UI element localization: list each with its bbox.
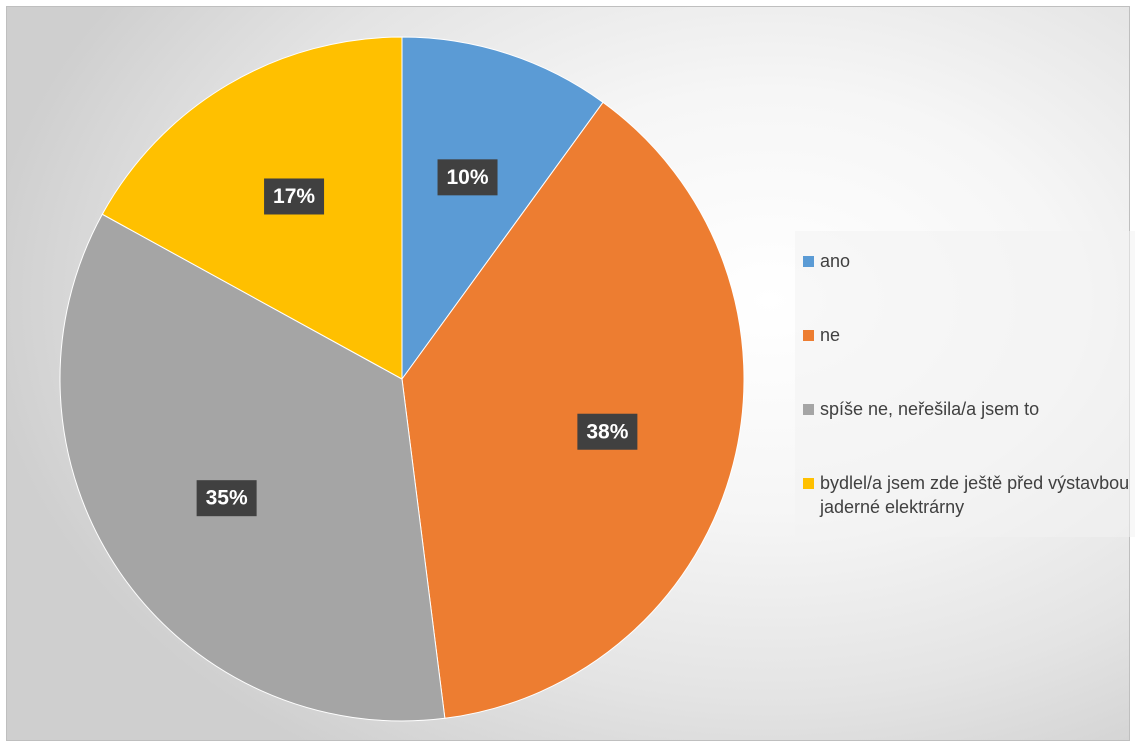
data-label-text: 35%: [206, 487, 248, 510]
data-label-bg: [196, 480, 257, 517]
legend-label-ano: ano: [820, 251, 851, 271]
pie-slice-ne: [401, 101, 745, 719]
data-label-bg: [264, 178, 325, 215]
legend-label-spise-ne: spíše ne, neřešila/a jsem to: [820, 399, 1040, 419]
legend-swatch-bydlel: [803, 478, 814, 489]
data-label-text: 10%: [447, 166, 489, 189]
data-label-spise-ne: 35%: [196, 480, 257, 517]
legend-swatch-ne: [803, 330, 814, 341]
data-label-bg: [577, 413, 638, 450]
legend-swatch-ano: [803, 256, 814, 267]
data-label-ne: 38%: [577, 413, 638, 450]
legend-item-bydlel: bydlel/a jsem zde ještě před výstavbou j…: [803, 471, 1133, 519]
legend-item-ne: ne: [803, 323, 840, 347]
data-label-ano: 10%: [437, 159, 498, 196]
legend: ano ne spíše ne, neřešila/a jsem to bydl…: [795, 231, 1135, 537]
pie-slice-spise-ne: [59, 213, 446, 722]
pie-slice-bydlel: [101, 36, 403, 380]
data-label-text: 38%: [586, 420, 628, 443]
legend-label-bydlel: bydlel/a jsem zde ještě před výstavbou j…: [820, 473, 1130, 517]
legend-label-ne: ne: [820, 325, 841, 345]
chart-area: 10% 38% 35% 17% ano ne spíše ne, neřešila/a…: [6, 6, 1135, 741]
data-label-bydlel: 17%: [264, 178, 325, 215]
pie-slice-ano: [401, 36, 604, 381]
data-label-text: 17%: [273, 185, 315, 208]
data-label-bg: [437, 159, 498, 196]
pie-chart: 10% 38% 35% 17%: [59, 36, 745, 722]
legend-swatch-spise-ne: [803, 404, 814, 415]
legend-item-spise-ne: spíše ne, neřešila/a jsem to: [803, 397, 1039, 421]
legend-item-ano: ano: [803, 249, 850, 273]
